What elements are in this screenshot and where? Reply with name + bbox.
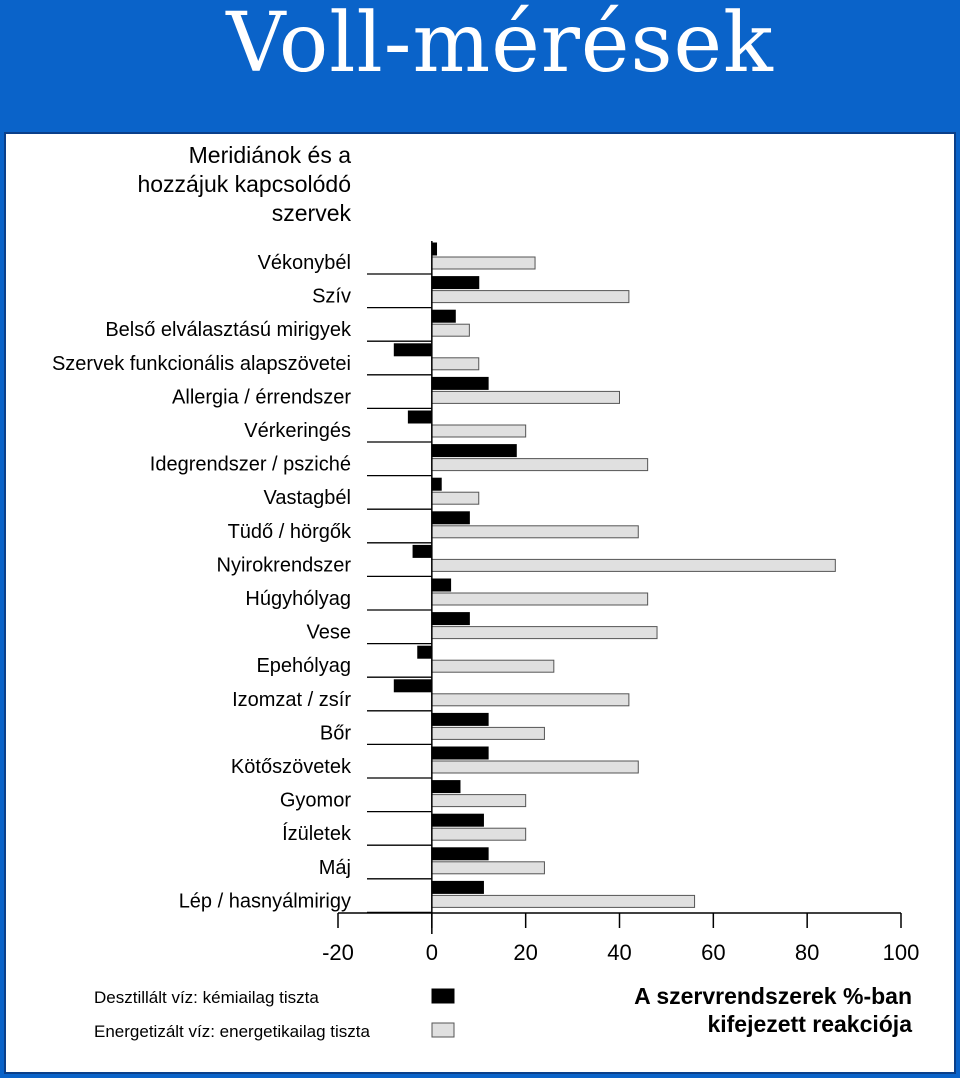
legend-swatch-grey [431, 1022, 455, 1038]
category-label: Belső elválasztású mirigyek [105, 319, 352, 341]
x-axis: -20 0 20 40 60 80 100 [322, 241, 919, 965]
category-label: Ízületek [282, 822, 352, 845]
bar-energized [431, 726, 545, 740]
bar-distilled [431, 813, 484, 827]
bar-distilled [431, 712, 489, 726]
category-label: Vastagbél [264, 487, 351, 509]
bar-distilled [431, 612, 470, 626]
bar-energized [431, 357, 480, 371]
category-header: Meridiánok és a hozzájuk kapcsolódó szerve… [137, 142, 351, 226]
bar-distilled [431, 276, 480, 290]
bar-distilled [431, 309, 456, 323]
bar-distilled [431, 847, 489, 861]
bar-energized [431, 659, 555, 673]
category-label: Allergia / érrendszer [172, 386, 351, 408]
bar-energized [431, 626, 658, 640]
bar-energized [431, 827, 527, 841]
bar-distilled [393, 343, 433, 357]
title-bar: Voll-mérések [0, 0, 960, 130]
bar-energized [431, 760, 639, 774]
footer-title: A szervrendszerek %-ban kifejezett reakc… [634, 982, 912, 1038]
category-label: Kötőszövetek [231, 756, 352, 778]
x-tick-label: -20 [322, 940, 354, 965]
bar-energized [431, 424, 527, 438]
bar-distilled [417, 645, 433, 659]
bar-distilled [431, 444, 517, 458]
bar-energized [431, 525, 639, 539]
category-label: Vérkeringés [244, 420, 351, 442]
category-label: Szervek funkcionális alapszövetei [52, 353, 351, 375]
category-header-line: Meridiánok és a [189, 142, 352, 168]
page-title: Voll-mérések [226, 0, 774, 91]
bar-distilled [431, 578, 452, 592]
bar-distilled [393, 679, 433, 693]
bar-energized [431, 458, 649, 472]
x-tick-label: 0 [426, 940, 438, 965]
bar-energized [431, 491, 480, 505]
bar-distilled [431, 477, 442, 491]
x-tick-label: 20 [513, 940, 537, 965]
bar-distilled [431, 376, 489, 390]
category-label: Vese [307, 622, 351, 644]
bar-energized [431, 256, 536, 270]
label-leader-lines [367, 273, 432, 914]
category-label: Gyomor [280, 790, 351, 812]
x-tick-label: 40 [607, 940, 631, 965]
category-label: Idegrendszer / psziché [150, 454, 351, 476]
category-header-line: hozzájuk kapcsolódó [137, 171, 351, 197]
bar-distilled [407, 410, 433, 424]
legend-label-grey: Energetizált víz: energetikailag tiszta [94, 1022, 370, 1041]
bar-energized [431, 290, 630, 304]
bars [393, 242, 836, 908]
x-tick-label: 100 [883, 940, 920, 965]
bar-distilled [431, 511, 470, 525]
bar-energized [431, 323, 470, 337]
footer-title-line1: A szervrendszerek %-ban [634, 983, 912, 1009]
bar-energized [431, 894, 696, 908]
bar-distilled [431, 880, 484, 894]
legend-label-black: Desztillált víz: kémiailag tiszta [94, 988, 319, 1007]
bar-distilled [431, 746, 489, 760]
category-header-line: szervek [272, 200, 352, 226]
category-label: Szív [312, 286, 351, 308]
category-label: Epehólyag [256, 655, 351, 677]
category-label: Nyirokrendszer [217, 554, 352, 576]
category-labels: Vékonybél Szív Belső elválasztású mirigyek… [52, 252, 352, 912]
x-tick-label: 80 [795, 940, 819, 965]
category-label: Lép / hasnyálmirigy [179, 890, 351, 912]
bar-energized [431, 592, 649, 606]
bar-energized [431, 558, 836, 572]
category-label: Izomzat / zsír [232, 689, 351, 711]
bar-energized [431, 794, 527, 808]
footer-title-line2: kifejezett reakciója [707, 1011, 912, 1037]
bar-energized [431, 390, 621, 404]
x-tick-label: 60 [701, 940, 725, 965]
category-label: Húgyhólyag [245, 588, 351, 610]
bar-distilled [412, 544, 433, 558]
legend-swatch-black [431, 988, 455, 1004]
bar-energized [431, 693, 630, 707]
category-label: Tüdő / hörgők [228, 521, 352, 543]
bar-distilled [431, 780, 461, 794]
category-label: Vékonybél [258, 252, 351, 274]
bar-energized [431, 861, 545, 875]
category-label: Máj [319, 857, 351, 879]
category-label: Bőr [320, 722, 351, 744]
